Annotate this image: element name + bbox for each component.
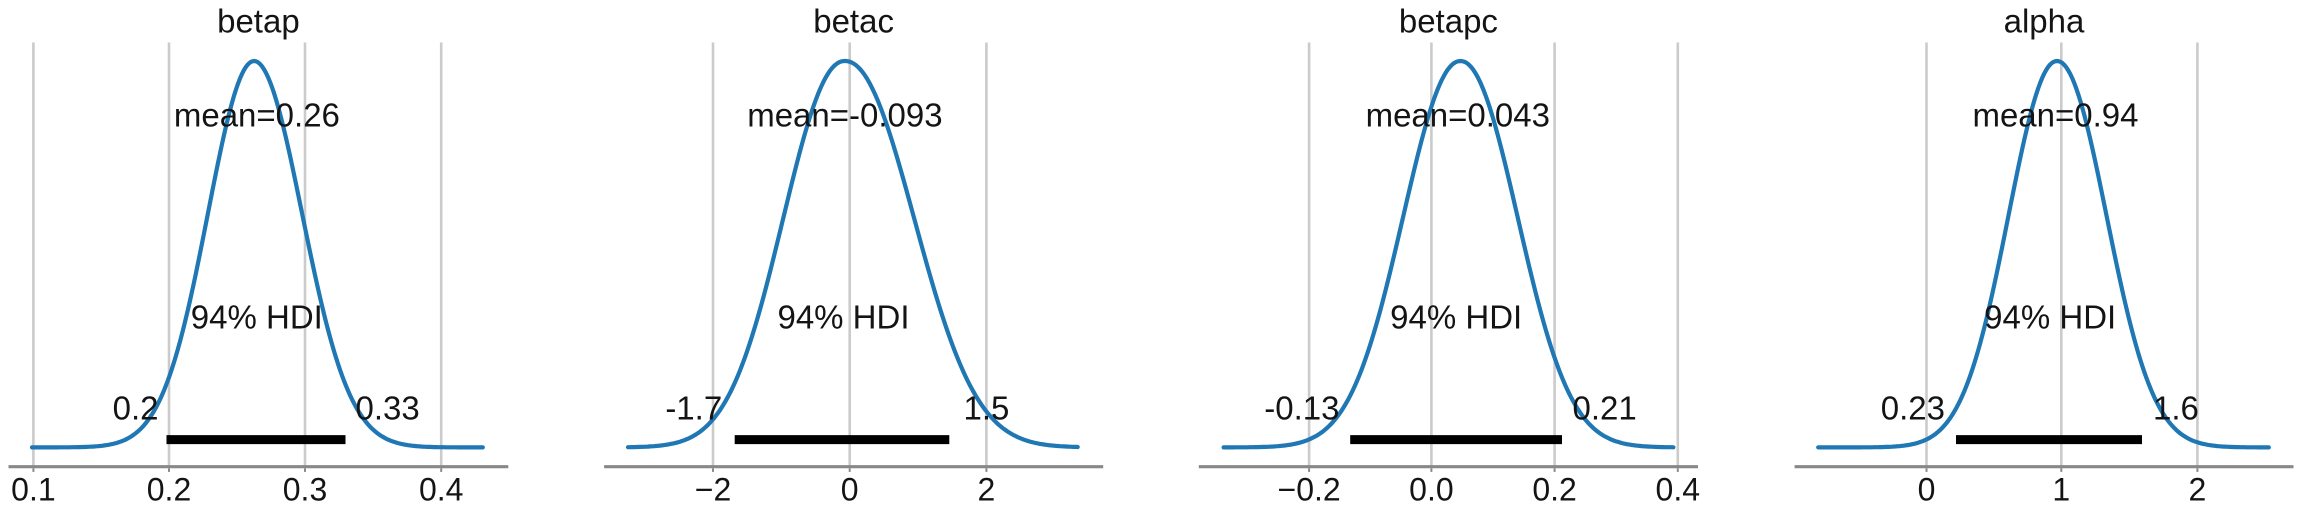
svg-text:0.4: 0.4 [419, 471, 463, 507]
svg-text:1: 1 [2052, 471, 2070, 507]
svg-text:2: 2 [978, 471, 996, 507]
svg-text:-0.13: -0.13 [1264, 390, 1339, 427]
svg-text:alpha: alpha [2004, 3, 2085, 40]
svg-text:betap: betap [217, 3, 300, 40]
svg-text:betapc: betapc [1399, 3, 1498, 40]
svg-text:0.3: 0.3 [283, 471, 327, 507]
svg-text:0: 0 [841, 471, 859, 507]
svg-text:mean=0.94: mean=0.94 [1972, 97, 2138, 134]
svg-text:0.0: 0.0 [1409, 471, 1453, 507]
svg-text:2: 2 [2189, 471, 2207, 507]
svg-text:0.2: 0.2 [147, 471, 191, 507]
svg-text:0.1: 0.1 [11, 471, 55, 507]
svg-text:0: 0 [1918, 471, 1936, 507]
svg-text:1.6: 1.6 [2153, 390, 2199, 427]
svg-text:−0.2: −0.2 [1278, 471, 1341, 507]
svg-text:94% HDI: 94% HDI [1984, 299, 2116, 336]
svg-text:1.5: 1.5 [964, 390, 1010, 427]
svg-text:betac: betac [813, 3, 894, 40]
svg-text:94% HDI: 94% HDI [1390, 299, 1522, 336]
svg-text:94% HDI: 94% HDI [777, 299, 909, 336]
svg-text:0.2: 0.2 [1532, 471, 1576, 507]
svg-text:mean=0.043: mean=0.043 [1366, 97, 1550, 134]
svg-text:-1.7: -1.7 [665, 390, 722, 427]
svg-text:0.33: 0.33 [356, 390, 420, 427]
svg-text:0.2: 0.2 [113, 390, 159, 427]
svg-text:−2: −2 [695, 471, 731, 507]
svg-text:mean=0.26: mean=0.26 [174, 97, 340, 134]
svg-text:0.23: 0.23 [1881, 390, 1945, 427]
svg-text:94% HDI: 94% HDI [191, 299, 323, 336]
svg-text:0.4: 0.4 [1656, 471, 1700, 507]
svg-text:mean=-0.093: mean=-0.093 [747, 97, 942, 134]
svg-text:0.21: 0.21 [1573, 390, 1637, 427]
